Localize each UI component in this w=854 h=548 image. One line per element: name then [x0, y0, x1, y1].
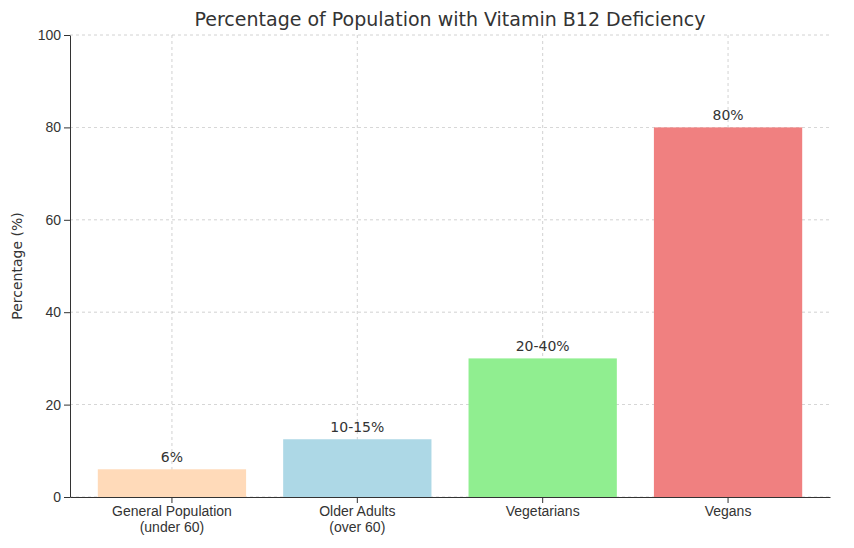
data-label: 80%	[712, 107, 743, 123]
y-tick-label: 80	[45, 119, 61, 135]
y-tick: 80	[45, 119, 70, 135]
y-tick-label: 40	[45, 304, 61, 320]
data-label: 10-15%	[330, 419, 384, 435]
y-tick: 0	[53, 489, 70, 505]
y-grid-line	[70, 35, 830, 36]
x-tick-label: Older Adults(over 60)	[319, 503, 395, 535]
bar	[654, 127, 802, 497]
y-tick: 100	[38, 27, 70, 43]
y-tick-label: 0	[53, 489, 61, 505]
y-tick-mark	[64, 497, 70, 498]
y-tick-mark	[64, 405, 70, 406]
y-tick: 40	[45, 304, 70, 320]
x-tick: Vegetarians	[506, 497, 580, 519]
x-axis-line	[71, 497, 831, 498]
y-tick-label: 100	[38, 27, 62, 43]
x-axis: General Population(under 60) Older Adults…	[71, 497, 831, 535]
y-axis-line	[70, 36, 71, 498]
y-tick-mark	[64, 127, 70, 128]
x-tick-label: General Population(under 60)	[112, 503, 232, 535]
x-grid-line	[171, 35, 172, 497]
x-tick-label: Vegans	[705, 503, 752, 519]
y-axis: 0 20 40 60 80 100	[38, 27, 71, 505]
bar	[469, 358, 617, 497]
x-tick: General Population(under 60)	[112, 497, 232, 535]
x-tick: Vegans	[705, 497, 752, 519]
y-tick: 60	[45, 212, 70, 228]
y-tick: 20	[45, 397, 70, 413]
x-tick: Older Adults(over 60)	[319, 497, 395, 535]
chart: 6% 10-15% 20-40% 80% 0 20 40 60 80 100 General Pop…	[0, 0, 854, 548]
x-tick-label: Vegetarians	[506, 503, 580, 519]
y-tick-mark	[64, 220, 70, 221]
data-label: 6%	[161, 449, 183, 465]
title: Percentage of Population with Vitamin B1…	[195, 8, 706, 30]
bars	[98, 127, 802, 497]
y-tick-label: 20	[45, 397, 61, 413]
bar	[283, 439, 431, 497]
grid	[70, 35, 830, 497]
data-label: 20-40%	[516, 338, 570, 354]
y-tick-label: 60	[45, 212, 61, 228]
data-labels: 6% 10-15% 20-40% 80%	[161, 107, 744, 465]
bar	[98, 469, 246, 497]
y-axis-title: Percentage (%)	[9, 212, 25, 319]
y-tick-mark	[64, 312, 70, 313]
y-tick-mark	[64, 35, 70, 36]
